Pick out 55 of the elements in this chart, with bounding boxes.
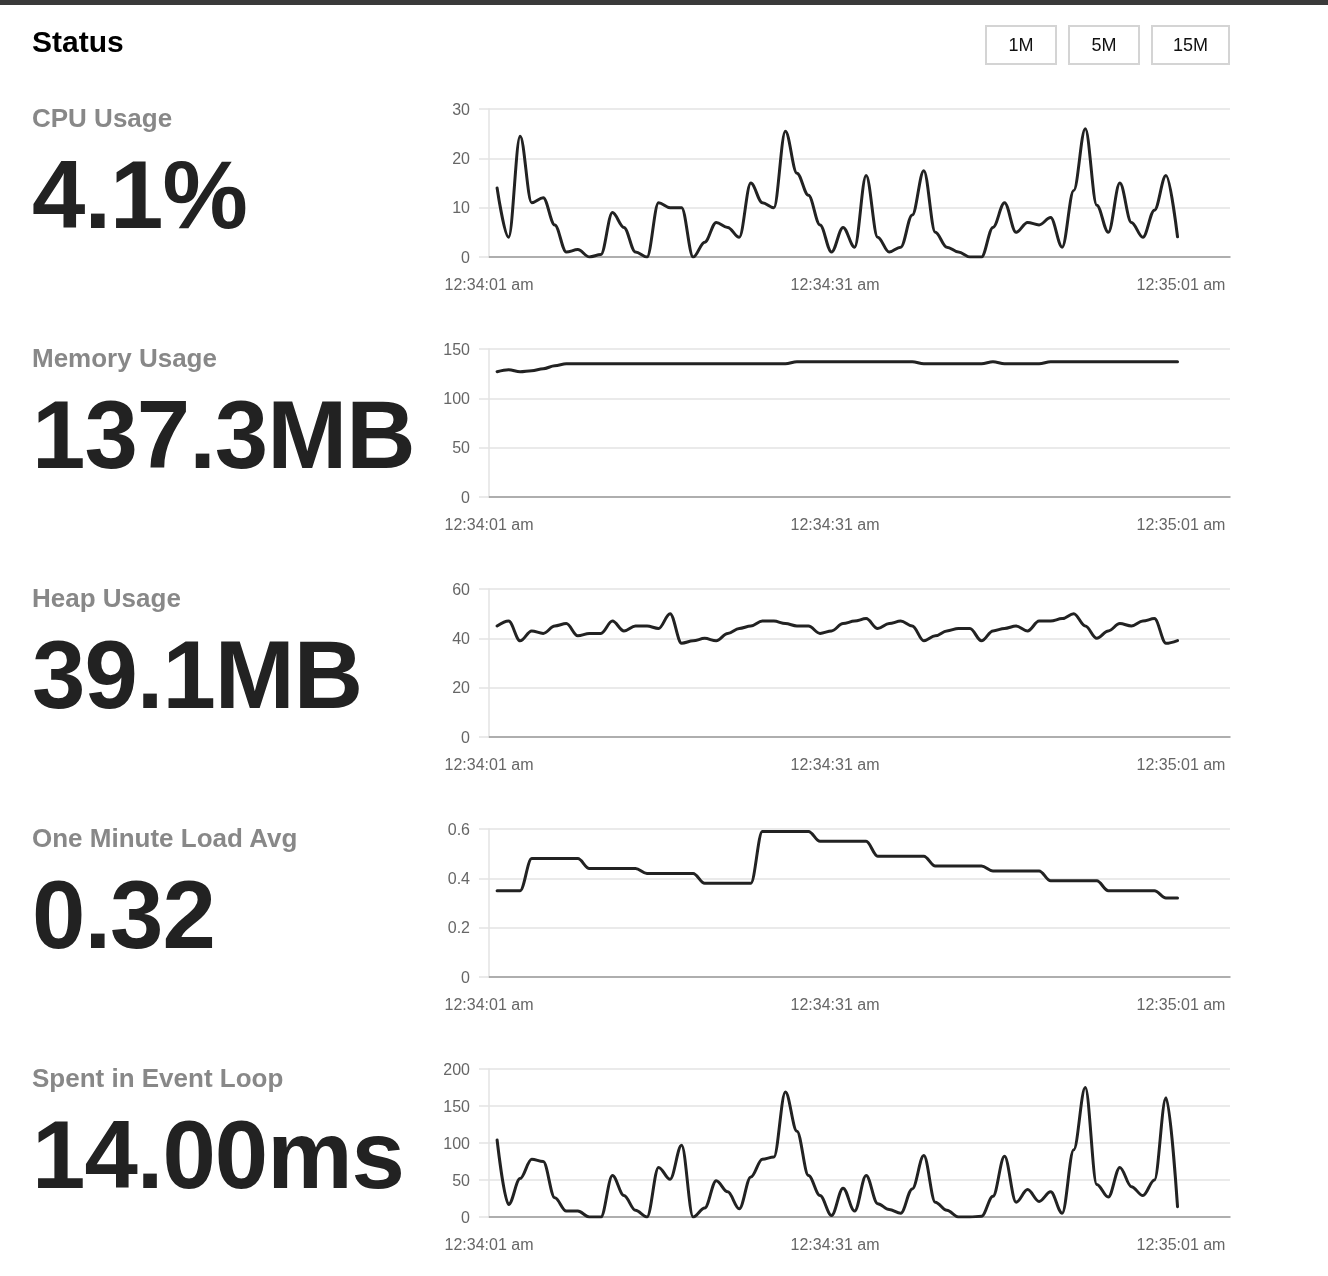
y-tick-label: 0.4 — [447, 869, 471, 887]
y-tick-label: 50 — [452, 1171, 471, 1189]
y-tick-label: 0.2 — [447, 919, 471, 937]
x-tick-label: 12:34:31 am — [790, 1235, 880, 1253]
text: 137.3MB — [32, 380, 415, 490]
x-tick-label: 12:34:31 am — [790, 755, 880, 773]
x-tick-label: 12:35:01 am — [1136, 1235, 1226, 1253]
line-series — [495, 829, 1180, 900]
text: 0.32 — [32, 860, 216, 970]
x-tick-label: 12:34:31 am — [790, 995, 880, 1013]
line-series — [495, 612, 1180, 645]
x-tick-label: 12:35:01 am — [1136, 995, 1226, 1013]
x-tick-label: 12:34:01 am — [444, 995, 534, 1013]
y-tick-label: 0 — [461, 728, 471, 746]
x-tick-label: 12:34:01 am — [444, 515, 534, 533]
y-tick-label: 100 — [443, 389, 471, 407]
line-series — [495, 127, 1180, 259]
y-tick-label: 0.6 — [447, 820, 471, 838]
x-tick-label: 12:34:01 am — [444, 275, 534, 293]
text: Heap Usage — [32, 582, 182, 614]
text: Memory Usage — [32, 342, 218, 374]
y-tick-label: 0 — [461, 968, 471, 986]
text: 1M — [984, 25, 1057, 65]
y-tick-label: 150 — [443, 340, 471, 358]
x-tick-label: 12:34:01 am — [444, 1235, 534, 1253]
x-tick-label: 12:34:31 am — [790, 515, 880, 533]
text: 14.00ms — [32, 1100, 404, 1210]
y-tick-label: 20 — [452, 679, 471, 697]
y-tick-label: 0 — [461, 1208, 471, 1226]
y-tick-label: 20 — [452, 149, 471, 167]
text: 39.1MB — [32, 620, 363, 730]
y-tick-label: 0 — [461, 488, 471, 506]
y-tick-label: 0 — [461, 248, 471, 266]
x-tick-label: 12:35:01 am — [1136, 275, 1226, 293]
y-tick-label: 100 — [443, 1134, 471, 1152]
y-tick-label: 40 — [452, 629, 471, 647]
line-series — [495, 360, 1180, 374]
y-tick-label: 60 — [452, 580, 471, 598]
text: 15M — [1150, 25, 1230, 65]
text: 5M — [1067, 25, 1140, 65]
text: Status — [32, 24, 124, 60]
text: Spent in Event Loop — [32, 1062, 285, 1094]
x-tick-label: 12:34:31 am — [790, 275, 880, 293]
line-series — [495, 1086, 1180, 1219]
x-tick-label: 12:34:01 am — [444, 755, 534, 773]
y-tick-label: 30 — [452, 100, 471, 118]
x-tick-label: 12:35:01 am — [1136, 755, 1226, 773]
text: CPU Usage — [32, 102, 174, 134]
y-tick-label: 200 — [443, 1060, 471, 1078]
text: One Minute Load Avg — [32, 822, 298, 854]
text: 4.1% — [32, 140, 247, 250]
y-tick-label: 50 — [452, 439, 471, 457]
y-tick-label: 150 — [443, 1097, 471, 1115]
x-tick-label: 12:35:01 am — [1136, 515, 1226, 533]
y-tick-label: 10 — [452, 199, 471, 217]
